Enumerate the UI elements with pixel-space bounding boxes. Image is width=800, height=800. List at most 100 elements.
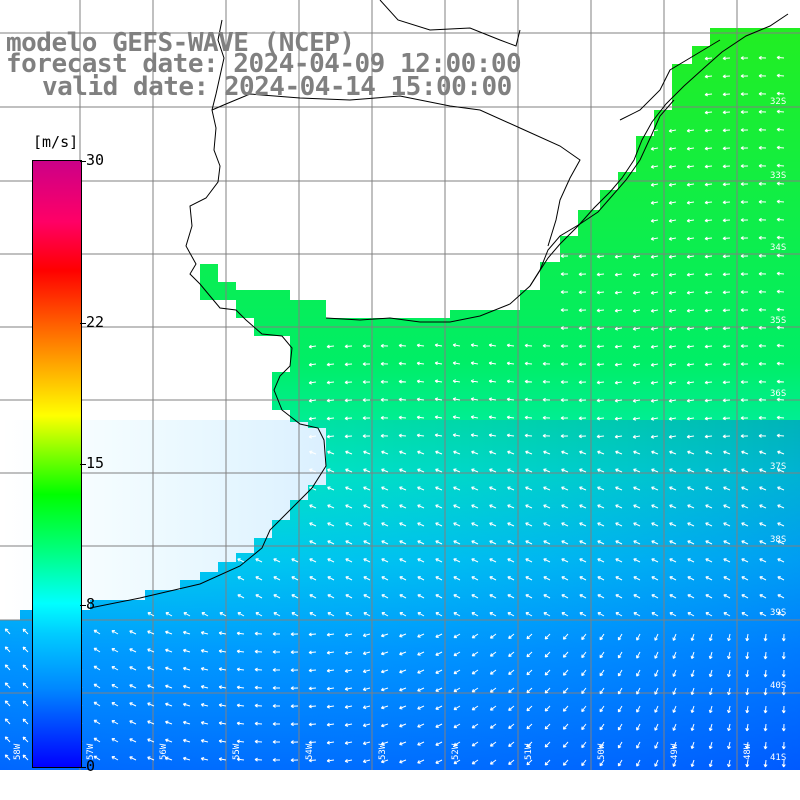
wind-arrow: [727, 723, 731, 732]
wind-arrow: [399, 687, 407, 692]
wind-arrow: [669, 504, 677, 509]
wind-arrow: [524, 343, 533, 348]
wind-arrow: [544, 633, 551, 640]
wind-arrow: [344, 380, 353, 385]
wind-arrow: [399, 705, 407, 710]
wind-arrow: [290, 632, 299, 637]
wind-arrow: [200, 649, 209, 653]
wind-arrow: [508, 741, 515, 747]
wind-arrow: [690, 687, 695, 695]
wind-arrow: [416, 379, 425, 384]
wind-arrow: [617, 669, 623, 677]
wind-arrow: [672, 669, 677, 677]
wind-arrow: [669, 612, 677, 617]
wind-arrow: [543, 486, 551, 491]
wind-arrow: [708, 759, 713, 768]
wind-arrow: [578, 290, 587, 295]
wind-arrow: [309, 612, 317, 617]
wind-arrow: [417, 594, 425, 599]
wind-arrow: [741, 540, 749, 545]
wind-arrow: [651, 558, 659, 563]
wind-arrow: [579, 504, 587, 509]
wind-arrow: [581, 687, 587, 695]
wind-arrow: [254, 703, 263, 708]
wind-arrow: [615, 468, 623, 473]
wind-arrow: [362, 741, 371, 746]
wind-arrow: [686, 236, 695, 241]
wind-arrow: [633, 486, 641, 491]
wind-arrow: [471, 669, 479, 675]
wind-arrow: [704, 200, 713, 205]
wind-arrow: [740, 308, 749, 313]
wind-arrow: [758, 343, 767, 348]
wind-arrow: [687, 540, 695, 545]
wind-arrow: [290, 704, 299, 709]
wind-arrow: [687, 558, 695, 563]
wind-arrow: [452, 397, 461, 402]
wind-arrow: [508, 687, 515, 693]
wind-arrow: [417, 540, 425, 545]
wind-arrow: [525, 504, 533, 509]
wind-arrow: [686, 380, 695, 385]
wind-arrow: [686, 218, 695, 223]
wind-arrow: [596, 290, 605, 295]
wind-arrow: [597, 522, 605, 527]
wind-arrow: [381, 522, 389, 527]
wind-arrow: [560, 254, 569, 259]
wind-arrow: [722, 326, 731, 331]
wind-arrow: [561, 594, 569, 599]
wind-arrow: [147, 720, 155, 725]
wind-arrow: [633, 504, 641, 509]
wind-arrow: [165, 648, 173, 653]
wind-arrow: [344, 362, 353, 367]
wind-arrow: [4, 700, 11, 707]
wind-arrow: [763, 633, 768, 642]
wind-arrow: [165, 738, 173, 743]
wind-arrow: [722, 344, 731, 349]
wind-arrow: [740, 380, 749, 385]
colorbar-tick: [80, 322, 86, 324]
wind-arrow: [705, 558, 713, 563]
wind-arrow: [399, 759, 407, 764]
wind-arrow: [650, 164, 659, 169]
wind-arrow: [326, 704, 335, 709]
wind-arrow: [740, 254, 749, 259]
wind-arrow: [544, 759, 551, 766]
lat-label: 41S: [770, 753, 786, 763]
wind-arrow: [596, 308, 605, 313]
wind-arrow: [218, 667, 227, 672]
wind-arrow: [380, 361, 389, 366]
wind-arrow: [344, 651, 353, 655]
wind-arrow: [434, 361, 443, 366]
wind-arrow: [398, 397, 407, 402]
wind-arrow: [129, 720, 137, 725]
wind-arrow: [308, 668, 317, 673]
wind-arrow: [776, 343, 785, 348]
wind-arrow: [597, 450, 605, 455]
wind-arrow: [326, 416, 335, 421]
wind-arrow: [632, 434, 641, 439]
wind-arrow: [435, 504, 443, 509]
wind-arrow: [651, 504, 659, 509]
wind-arrow: [560, 290, 569, 295]
wind-arrow: [723, 450, 731, 455]
wind-arrow: [453, 594, 461, 599]
wind-arrow: [363, 540, 371, 545]
wind-arrow: [560, 344, 569, 349]
wind-arrow: [526, 687, 533, 694]
wind-arrow: [218, 721, 227, 726]
wind-arrow: [453, 558, 461, 563]
wind-arrow: [399, 468, 407, 473]
wind-arrow: [704, 380, 713, 385]
wind-arrow: [254, 721, 263, 726]
wind-arrow: [686, 362, 695, 367]
wind-arrow: [614, 362, 623, 367]
wind-arrow: [182, 630, 191, 635]
wind-arrow: [727, 705, 731, 714]
wind-arrow: [363, 504, 371, 509]
wind-arrow: [654, 651, 659, 659]
wind-arrow: [668, 236, 677, 241]
wind-arrow: [636, 687, 641, 695]
wind-arrow: [470, 433, 479, 438]
wind-arrow: [182, 702, 191, 707]
